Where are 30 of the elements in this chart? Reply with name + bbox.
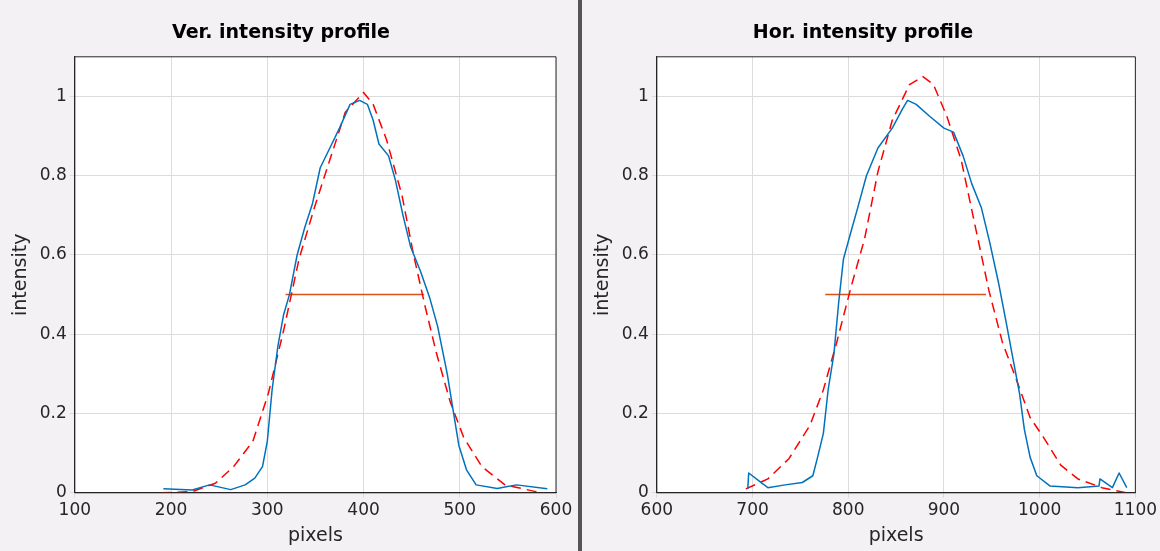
y-tick-label: 1 xyxy=(638,84,649,105)
y-tick-label: 0.4 xyxy=(621,322,649,343)
y-tick-label: 0.6 xyxy=(39,243,67,264)
x-tick-label: 400 xyxy=(347,499,380,520)
y-axis-title: intensity xyxy=(8,233,31,316)
chart-title: Hor. intensity profile xyxy=(752,20,974,43)
y-tick-label: 0.2 xyxy=(621,401,649,422)
y-tick-label: 0.8 xyxy=(621,164,649,185)
y-tick-label: 0.2 xyxy=(39,401,67,422)
x-tick-label: 900 xyxy=(927,499,961,520)
x-axis-title: pixels xyxy=(287,522,343,545)
x-tick-label: 200 xyxy=(154,499,188,520)
y-tick-label: 0 xyxy=(56,481,67,502)
x-tick-label: 800 xyxy=(832,499,865,520)
x-tick-label: 1100 xyxy=(1113,499,1157,520)
y-tick-label: 0.6 xyxy=(621,243,649,264)
y-tick-label: 0 xyxy=(638,481,649,502)
chart-title: Ver. intensity profile xyxy=(172,20,390,43)
x-tick-label: 700 xyxy=(736,499,769,520)
y-tick-label: 0.8 xyxy=(39,164,67,185)
y-tick-label: 0.4 xyxy=(39,322,67,343)
x-tick-label: 600 xyxy=(539,499,573,520)
x-tick-label: 100 xyxy=(58,499,92,520)
x-tick-label: 600 xyxy=(640,499,674,520)
x-axis-title: pixels xyxy=(868,522,924,545)
x-tick-label: 1000 xyxy=(1018,499,1062,520)
y-axis-title: intensity xyxy=(590,233,613,316)
x-tick-label: 500 xyxy=(443,499,476,520)
y-tick-label: 1 xyxy=(56,84,67,105)
x-tick-label: 300 xyxy=(251,499,284,520)
